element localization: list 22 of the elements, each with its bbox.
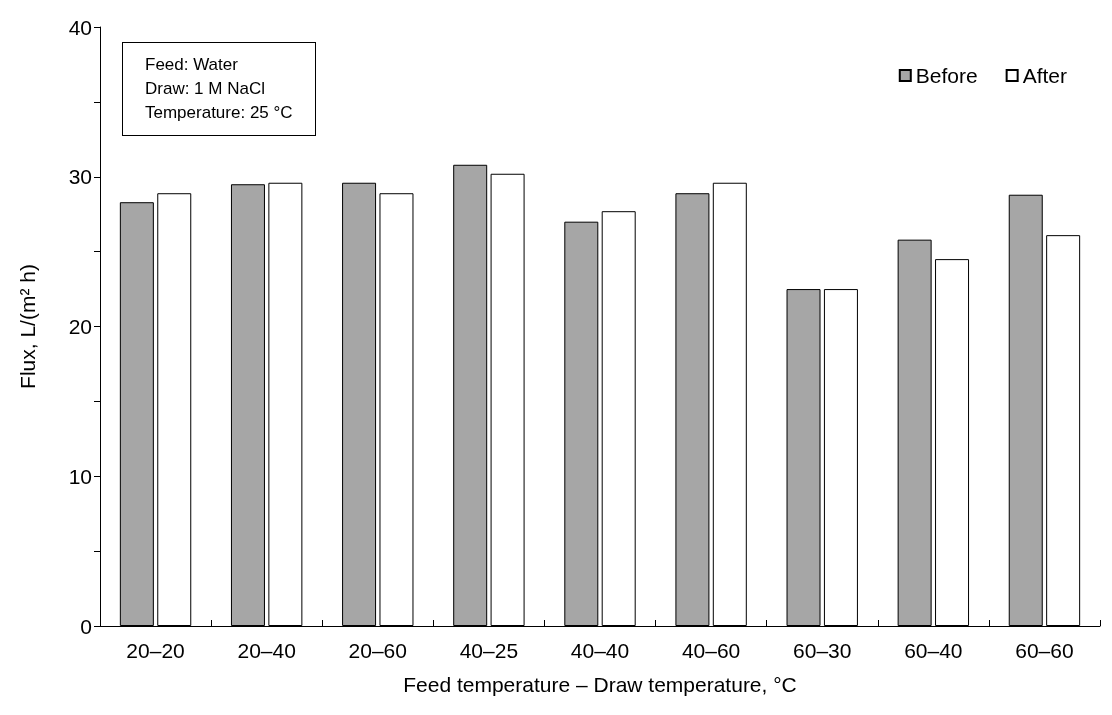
x-tick-label: 40–25	[459, 639, 519, 662]
annotation: Draw: 1 M NaCl	[145, 78, 266, 100]
note-box: Feed: Water Draw: 1 M NaCl Temperature: 25 °C	[122, 42, 316, 136]
y-axis-title: Flux, L/(m² h)	[16, 264, 39, 389]
x-tick-label: 20–60	[348, 639, 407, 662]
annotation: Temperature: 25 °C	[145, 102, 293, 124]
y-tick-label: 0	[80, 614, 92, 638]
x-tick-label: 60–30	[793, 639, 852, 662]
y-tick-label: 10	[68, 464, 92, 488]
x-tick-label: 40–60	[681, 639, 741, 662]
x-tick-label: 60–60	[1015, 639, 1074, 662]
legend-label: Before	[915, 64, 978, 87]
x-tick-label: 20–20	[126, 639, 185, 662]
annotation: Feed: Water	[145, 54, 239, 76]
x-tick-label: 20–40	[237, 639, 296, 662]
y-tick-label: 30	[68, 165, 92, 189]
x-tick-label: 40–40	[570, 639, 630, 662]
legend-label: After	[1022, 64, 1068, 87]
y-tick-label: 20	[68, 315, 92, 338]
y-tick-label: 40	[68, 15, 92, 39]
x-tick-label: 60–40	[904, 639, 963, 662]
x-axis-title: Feed temperature – Draw temperature, °C	[403, 673, 797, 696]
